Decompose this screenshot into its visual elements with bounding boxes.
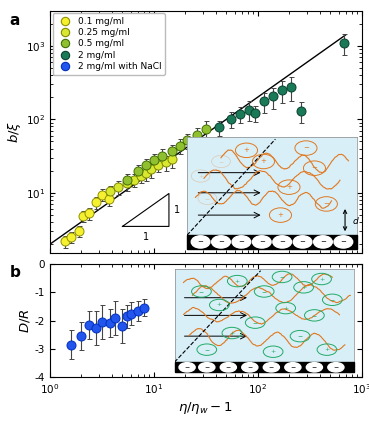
Y-axis label: $D/R$: $D/R$ <box>18 308 32 333</box>
Y-axis label: $b/\xi$: $b/\xi$ <box>6 121 23 143</box>
Text: b: b <box>9 265 20 280</box>
Legend: 0.1 mg/ml, 0.25 mg/ml, 0.5 mg/ml, 2 mg/ml, 2 mg/ml with NaCl: 0.1 mg/ml, 0.25 mg/ml, 0.5 mg/ml, 2 mg/m… <box>52 13 165 75</box>
Text: a: a <box>9 13 20 28</box>
X-axis label: $\eta/\eta_w - 1$: $\eta/\eta_w - 1$ <box>178 400 233 416</box>
Text: 1: 1 <box>143 233 149 242</box>
Text: 1: 1 <box>173 205 180 215</box>
